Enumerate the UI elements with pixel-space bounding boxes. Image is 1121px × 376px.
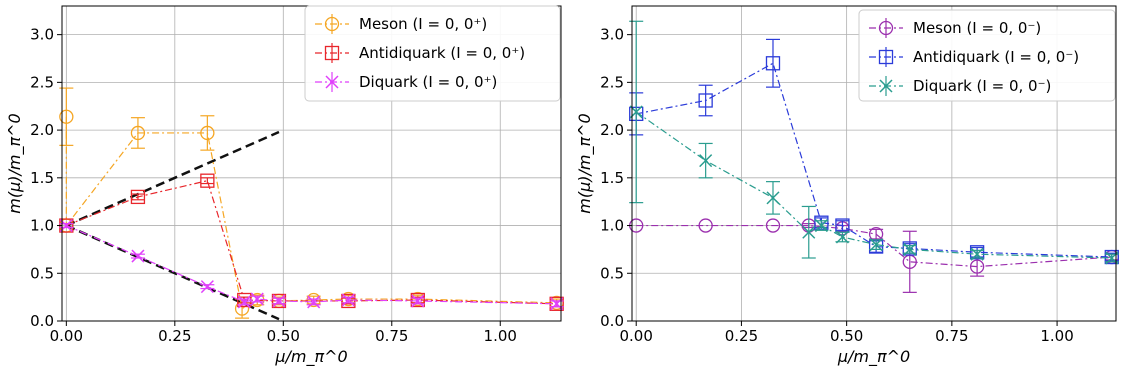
legend-marker (878, 20, 894, 36)
data-point (970, 247, 984, 261)
series-line (65, 116, 557, 310)
data-point (765, 56, 781, 71)
series-line (66, 179, 557, 305)
x-tick-label: 1.00 (1040, 327, 1073, 345)
y-tick-label: 2.5 (600, 73, 624, 91)
data-point (698, 218, 713, 233)
y-tick-label: 0.0 (30, 312, 54, 330)
data-point (698, 93, 713, 108)
data-point (306, 292, 321, 308)
x-axis-label: μ/m_π^0 (274, 347, 347, 367)
legend-box (858, 9, 1116, 102)
data-point (969, 245, 985, 260)
data-point (766, 191, 780, 205)
reference-line (65, 130, 280, 227)
legend-label: Antidiquark (I = 0, 0⁻) (913, 48, 1079, 66)
data-point (802, 225, 816, 239)
data-point (130, 189, 146, 205)
x-tick-label: 1.00 (484, 327, 517, 345)
legend-label: Meson (I = 0, 0⁻) (913, 19, 1041, 37)
legend-marker (324, 45, 340, 61)
data-point (272, 294, 286, 308)
x-tick-label: 0.00 (50, 327, 83, 345)
x-tick-label: 0.00 (620, 327, 653, 345)
data-point (411, 294, 425, 308)
legend-marker (324, 16, 340, 32)
data-point (903, 242, 917, 256)
legend-marker (879, 79, 893, 93)
chart-1-legend: Meson (I = 0, 0⁺) Antidiquark (I = 0, 0⁺)… (304, 5, 561, 102)
y-tick-label: 0.5 (600, 264, 624, 282)
y-tick-label: 2.0 (600, 121, 624, 139)
chart-1: 0.00 0.25 0.50 0.75 1.00 0.0 0.5 1.0 1.5 2.0 2.5 3.… (5, 5, 564, 367)
data-point (200, 173, 215, 188)
y-tick-label: 0.5 (30, 264, 54, 282)
data-point (307, 295, 321, 309)
data-point (130, 125, 146, 141)
legend-label: Meson (I = 0, 0⁺) (359, 15, 487, 33)
y-tick-label: 1.5 (600, 169, 624, 187)
data-point (59, 109, 74, 124)
y-axis-label: m(μ)/m_π^0 (575, 113, 595, 213)
y-tick-label: 3.0 (600, 26, 624, 44)
y-tick-label: 2.0 (30, 121, 54, 139)
y-tick-label: 1.5 (30, 169, 54, 187)
data-point (765, 218, 781, 233)
data-point (835, 230, 849, 244)
legend-box (304, 5, 561, 102)
data-point (699, 154, 713, 168)
y-tick-label: 1.0 (600, 217, 624, 235)
series-square (59, 173, 564, 311)
x-tick-label: 0.50 (267, 327, 300, 345)
legend-marker (878, 49, 894, 65)
data-point (234, 301, 250, 316)
y-tick-label: 3.0 (30, 26, 54, 44)
legend-marker (325, 75, 339, 89)
chart-2: 0.00 0.25 0.50 0.75 1.00 0.0 0.5 1.0 1.5 2.0 2.5 3.… (575, 5, 1119, 367)
data-point (410, 292, 425, 308)
data-point (869, 238, 883, 252)
data-point (250, 292, 264, 306)
legend-label: Antidiquark (I = 0, 0⁺) (359, 44, 525, 62)
y-tick-label: 1.0 (30, 217, 54, 235)
y-tick-label: 2.5 (30, 73, 54, 91)
data-point (1104, 249, 1119, 265)
legend-label: Diquark (I = 0, 0⁻) (913, 77, 1051, 95)
data-point (200, 125, 215, 141)
data-point (969, 259, 985, 274)
data-point (200, 280, 214, 294)
x-tick-label: 0.75 (935, 327, 968, 345)
legend-label: Diquark (I = 0, 0⁺) (359, 73, 497, 91)
chart-2-axes-frame (631, 5, 1117, 322)
data-point (131, 249, 145, 263)
series-line (635, 111, 1112, 259)
series-line (66, 224, 557, 305)
x-tick-label: 0.75 (375, 327, 408, 345)
data-point (237, 295, 251, 309)
series-x (59, 219, 564, 311)
x-tick-label: 0.50 (830, 327, 863, 345)
data-point (814, 219, 828, 233)
y-axis-label: m(μ)/m_π^0 (5, 113, 25, 213)
data-point (341, 293, 355, 307)
y-tick-label: 0.0 (600, 312, 624, 330)
x-axis-label: μ/m_π^0 (837, 347, 910, 367)
x-tick-label: 0.25 (158, 327, 191, 345)
x-tick-label: 0.25 (725, 327, 758, 345)
reference-line (65, 224, 280, 321)
chart-2-legend: Meson (I = 0, 0⁻) Antidiquark (I = 0, 0⁻)… (858, 9, 1116, 102)
